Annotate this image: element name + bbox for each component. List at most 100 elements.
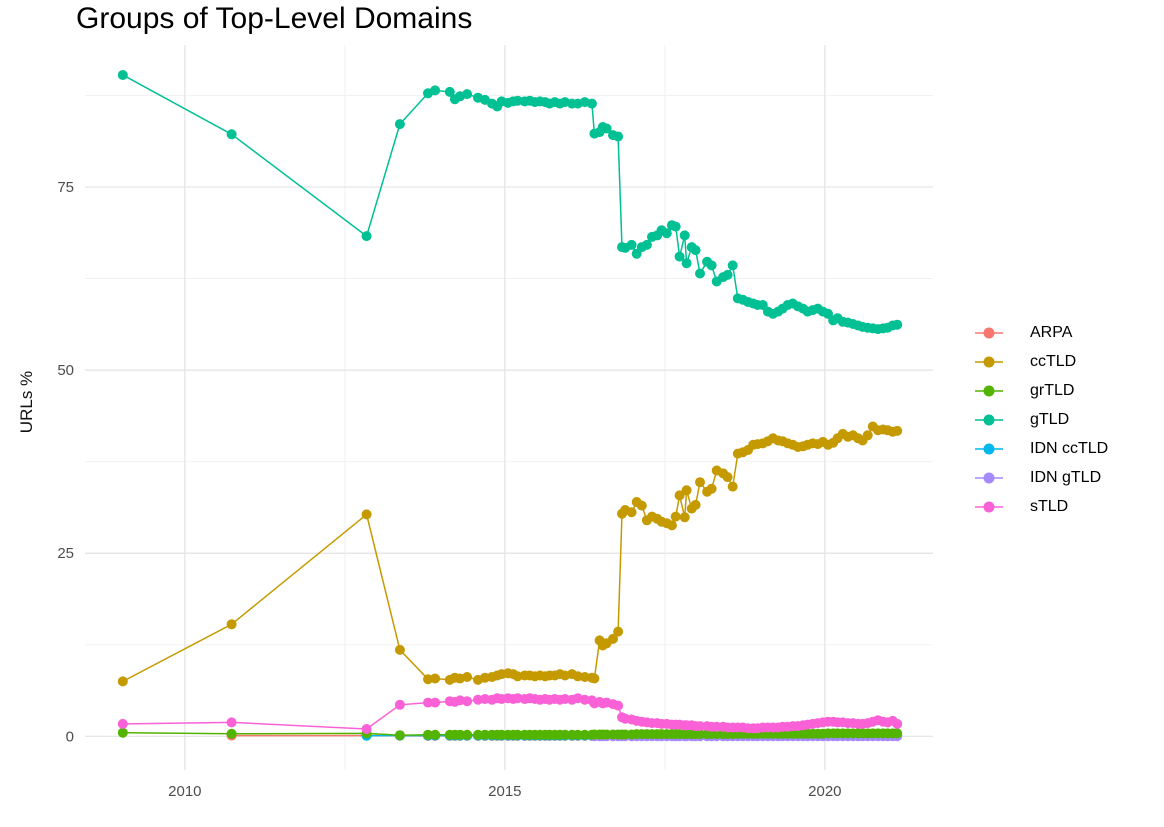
- data-point-ccTLD: [681, 485, 692, 496]
- data-point-grTLD: [117, 727, 128, 738]
- data-point-ccTLD: [666, 520, 677, 531]
- data-point-ccTLD: [679, 512, 690, 523]
- data-point-sTLD: [226, 717, 237, 728]
- y-tick-label: 0: [66, 728, 74, 745]
- data-point-gTLD: [117, 70, 128, 80]
- data-point-ccTLD: [117, 676, 128, 687]
- legend-item-ARPA: ARPA: [975, 318, 1108, 347]
- data-point-sTLD: [462, 696, 473, 707]
- data-point-grTLD: [423, 729, 433, 740]
- data-point-gTLD: [430, 85, 441, 96]
- data-point-ccTLD: [636, 500, 647, 511]
- data-point-grTLD: [695, 729, 705, 740]
- legend-key-icon: [975, 501, 1003, 512]
- legend-item-gTLD: gTLD: [975, 405, 1108, 434]
- data-point-ccTLD: [706, 483, 717, 494]
- data-point-gTLD: [679, 230, 690, 241]
- data-point-ccTLD: [892, 425, 903, 436]
- chart-title: Groups of Top-Level Domains: [76, 2, 473, 35]
- legend-item-IDN-gTLD: IDN gTLD: [975, 463, 1108, 492]
- data-point-ccTLD: [608, 633, 618, 644]
- y-axis-label: URLs %: [17, 370, 36, 434]
- data-point-ccTLD: [670, 511, 681, 522]
- data-point-gTLD: [670, 221, 681, 232]
- data-point-gTLD: [641, 239, 652, 250]
- data-point-sTLD: [423, 697, 433, 708]
- data-point-gTLD: [462, 89, 473, 100]
- data-point-gTLD: [586, 98, 597, 109]
- legend-label: IDN gTLD: [1030, 468, 1102, 486]
- series-line-ccTLD: [122, 425, 898, 683]
- data-point-sTLD: [394, 699, 405, 710]
- legend-label: ARPA: [1030, 323, 1073, 341]
- data-point-grTLD: [226, 728, 237, 739]
- data-point-grTLD: [892, 728, 903, 739]
- y-tick-label: 75: [57, 179, 74, 196]
- data-point-ccTLD: [462, 672, 473, 682]
- legend: ARPA ccTLD grTLD gTLD IDN ccTLD IDN gTLD sTLD: [975, 318, 1108, 521]
- data-point-ccTLD: [361, 509, 372, 520]
- data-point-grTLD: [572, 729, 583, 740]
- data-point-sTLD: [892, 718, 903, 729]
- data-point-gTLD: [892, 319, 903, 330]
- data-point-grTLD: [394, 730, 405, 741]
- legend-label: sTLD: [1030, 497, 1069, 515]
- legend-key-icon: [975, 385, 1003, 396]
- data-point-ccTLD: [613, 626, 624, 637]
- legend-key-icon: [975, 414, 1003, 425]
- data-point-sTLD: [117, 718, 128, 729]
- data-point-gTLD: [226, 129, 237, 140]
- data-point-sTLD: [695, 721, 705, 732]
- data-point-gTLD: [661, 228, 672, 239]
- y-tick-label: 25: [57, 545, 74, 562]
- data-point-grTLD: [462, 729, 473, 740]
- legend-key-icon: [975, 472, 1003, 483]
- x-tick-label: 2010: [168, 783, 201, 800]
- data-point-grTLD: [473, 729, 483, 740]
- data-point-sTLD: [613, 700, 624, 711]
- x-tick-label: 2015: [488, 783, 521, 800]
- data-point-sTLD: [430, 697, 441, 708]
- x-tick-label: 2020: [808, 783, 841, 800]
- legend-label: IDN ccTLD: [1030, 439, 1109, 457]
- data-point-ccTLD: [690, 499, 701, 510]
- data-point-grTLD: [579, 729, 590, 740]
- data-point-gTLD: [601, 123, 612, 134]
- data-point-gTLD: [681, 258, 692, 269]
- data-point-gTLD: [674, 251, 685, 262]
- data-point-gTLD: [706, 260, 717, 271]
- data-point-gTLD: [695, 268, 705, 279]
- data-point-ccTLD: [727, 481, 738, 492]
- legend-key-icon: [975, 443, 1003, 454]
- data-point-grTLD: [480, 729, 490, 740]
- data-point-ccTLD: [722, 472, 733, 483]
- y-tick-label: 50: [57, 362, 74, 379]
- legend-item-IDN-ccTLD: IDN ccTLD: [975, 434, 1108, 463]
- data-point-ccTLD: [862, 430, 873, 441]
- legend-item-ccTLD: ccTLD: [975, 347, 1108, 376]
- data-point-ccTLD: [589, 673, 600, 684]
- data-point-gTLD: [690, 245, 701, 256]
- legend-key-icon: [975, 356, 1003, 367]
- data-point-grTLD: [560, 729, 570, 740]
- data-point-ccTLD: [430, 673, 441, 684]
- data-point-grTLD: [430, 729, 441, 740]
- legend-label: gTLD: [1030, 410, 1070, 428]
- legend-key-icon: [975, 327, 1003, 338]
- data-point-grTLD: [512, 729, 523, 740]
- data-point-ccTLD: [674, 490, 685, 501]
- legend-item-sTLD: sTLD: [975, 492, 1108, 521]
- legend-label: ccTLD: [1030, 352, 1077, 370]
- legend-label: grTLD: [1030, 381, 1075, 399]
- data-point-gTLD: [727, 260, 738, 271]
- data-point-gTLD: [626, 239, 637, 250]
- data-point-sTLD: [361, 724, 372, 734]
- data-point-grTLD: [455, 729, 465, 740]
- data-point-gTLD: [394, 119, 405, 130]
- data-point-gTLD: [444, 86, 455, 97]
- series-line-gTLD: [122, 74, 898, 330]
- data-point-ccTLD: [626, 507, 637, 518]
- data-point-ccTLD: [695, 477, 705, 488]
